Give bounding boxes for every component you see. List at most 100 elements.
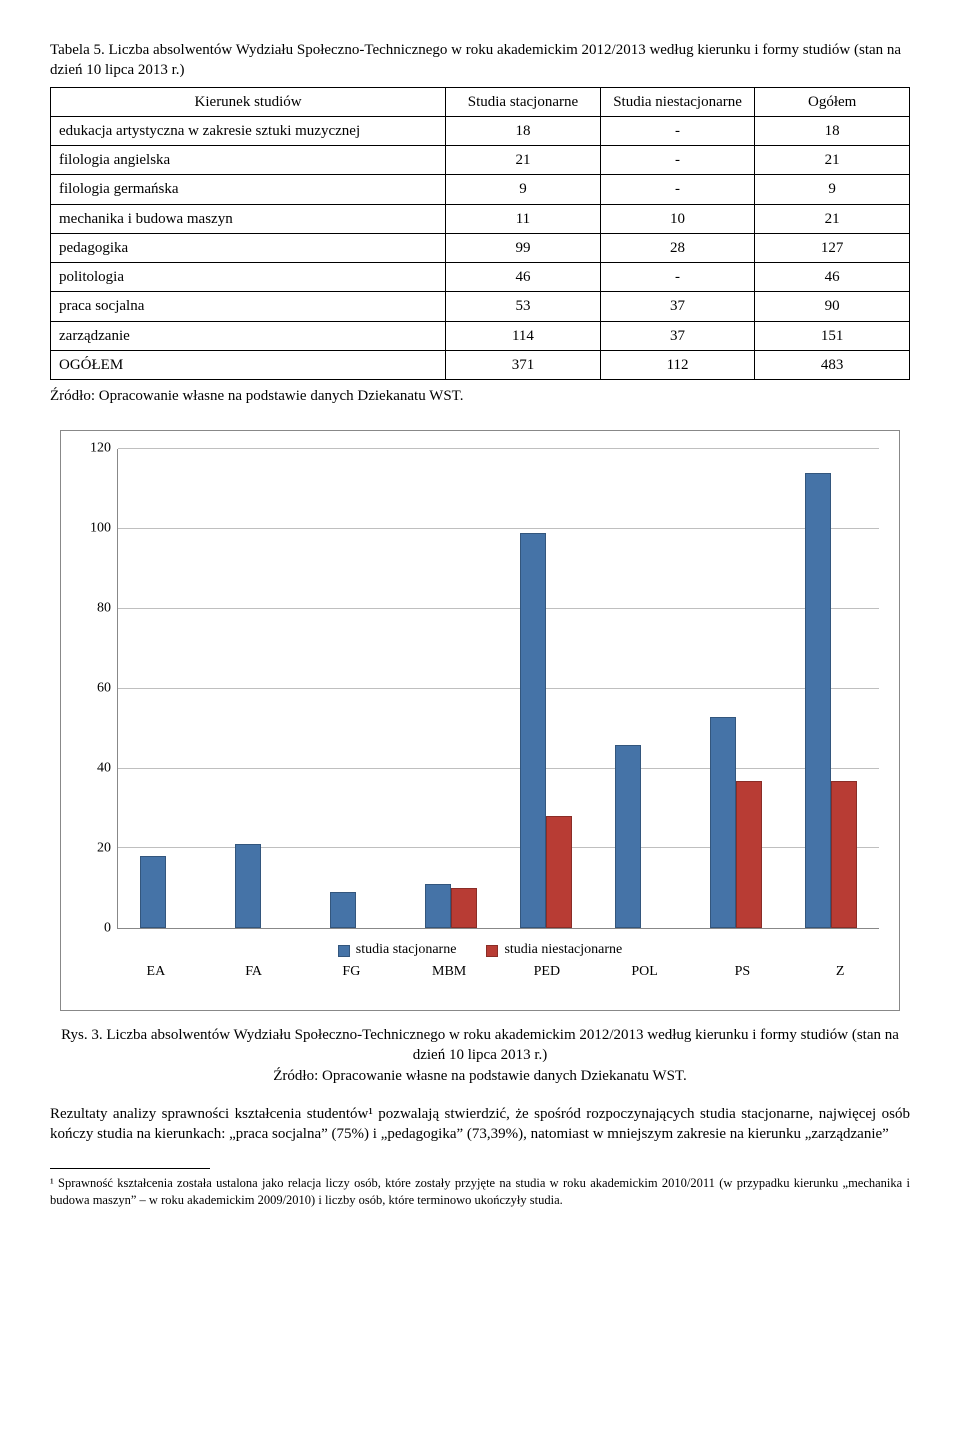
th-stacjonarne: Studia stacjonarne xyxy=(446,87,601,116)
cell-stac: 18 xyxy=(446,116,601,145)
chart-bar xyxy=(546,816,572,928)
chart-ytick: 120 xyxy=(77,440,111,459)
cell-label: edukacja artystyczna w zakresie sztuki m… xyxy=(51,116,446,145)
chart-ytick: 20 xyxy=(77,840,111,859)
body-paragraph: Rezultaty analizy sprawności kształcenia… xyxy=(50,1104,910,1145)
chart-xlabel: Z xyxy=(791,963,889,982)
cell-stac: 9 xyxy=(446,175,601,204)
cell-label: praca socjalna xyxy=(51,292,446,321)
cell-niestac: - xyxy=(600,146,755,175)
cell-niestac: 28 xyxy=(600,233,755,262)
table-row: politologia46-46 xyxy=(51,263,910,292)
th-kierunek: Kierunek studiów xyxy=(51,87,446,116)
chart-bar xyxy=(615,745,641,929)
chart-bar xyxy=(736,781,762,929)
cell-ogolem: 21 xyxy=(755,146,910,175)
cell-label: filologia germańska xyxy=(51,175,446,204)
chart-ytick: 100 xyxy=(77,520,111,539)
table-row: zarządzanie11437151 xyxy=(51,321,910,350)
chart-category xyxy=(499,449,594,928)
cell-label: mechanika i budowa maszyn xyxy=(51,204,446,233)
cell-label: filologia angielska xyxy=(51,146,446,175)
chart-bar xyxy=(451,888,477,928)
cell-stac: 46 xyxy=(446,263,601,292)
table-total-row: OGÓŁEM 371 112 483 xyxy=(51,350,910,379)
table-row: pedagogika9928127 xyxy=(51,233,910,262)
cell-ogolem: 127 xyxy=(755,233,910,262)
legend-item-stacjonarne: studia stacjonarne xyxy=(338,941,457,960)
cell-ogolem: 151 xyxy=(755,321,910,350)
cell-niestac: 37 xyxy=(600,292,755,321)
cell-ogolem: 9 xyxy=(755,175,910,204)
cell-stac: 21 xyxy=(446,146,601,175)
chart-bar xyxy=(710,717,736,929)
chart-bar xyxy=(140,856,166,928)
cell-label: zarządzanie xyxy=(51,321,446,350)
chart-legend: studia stacjonarne studia niestacjonarne xyxy=(71,941,889,960)
chart-category xyxy=(403,449,498,928)
chart-xlabel: FA xyxy=(205,963,303,982)
table-row: edukacja artystyczna w zakresie sztuki m… xyxy=(51,116,910,145)
table-row: filologia angielska21-21 xyxy=(51,146,910,175)
legend-item-niestacjonarne: studia niestacjonarne xyxy=(486,941,622,960)
table-body: edukacja artystyczna w zakresie sztuki m… xyxy=(51,116,910,350)
cell-niestac: - xyxy=(600,116,755,145)
total-stac: 371 xyxy=(446,350,601,379)
chart-ytick: 60 xyxy=(77,680,111,699)
table-row: praca socjalna533790 xyxy=(51,292,910,321)
chart-category xyxy=(594,449,689,928)
footnote-separator xyxy=(50,1168,210,1169)
chart-ytick: 80 xyxy=(77,600,111,619)
legend-label-stacjonarne: studia stacjonarne xyxy=(356,941,457,960)
total-ogolem: 483 xyxy=(755,350,910,379)
chart-category xyxy=(689,449,784,928)
chart-xlabel: PED xyxy=(498,963,596,982)
chart-category xyxy=(213,449,308,928)
cell-ogolem: 21 xyxy=(755,204,910,233)
chart-bar xyxy=(330,892,356,928)
chart-xlabel: MBM xyxy=(400,963,498,982)
cell-niestac: 10 xyxy=(600,204,755,233)
chart-xlabel: FG xyxy=(303,963,401,982)
chart-bar xyxy=(831,781,857,929)
legend-label-niestacjonarne: studia niestacjonarne xyxy=(504,941,622,960)
cell-label: politologia xyxy=(51,263,446,292)
chart-category xyxy=(308,449,403,928)
th-ogolem: Ogółem xyxy=(755,87,910,116)
total-niestac: 112 xyxy=(600,350,755,379)
cell-niestac: - xyxy=(600,175,755,204)
cell-niestac: 37 xyxy=(600,321,755,350)
table-row: mechanika i budowa maszyn111021 xyxy=(51,204,910,233)
chart-bars xyxy=(118,449,879,928)
chart-bar xyxy=(520,533,546,928)
cell-stac: 99 xyxy=(446,233,601,262)
legend-swatch-niestacjonarne xyxy=(486,945,498,957)
chart-ytick: 40 xyxy=(77,760,111,779)
cell-label: pedagogika xyxy=(51,233,446,262)
table-caption: Tabela 5. Liczba absolwentów Wydziału Sp… xyxy=(50,40,910,81)
chart-bar xyxy=(805,473,831,928)
table-row: filologia germańska9-9 xyxy=(51,175,910,204)
chart-ytick: 0 xyxy=(77,920,111,939)
chart-xlabel: POL xyxy=(596,963,694,982)
cell-stac: 114 xyxy=(446,321,601,350)
bar-chart: 020406080100120 EAFAFGMBMPEDPOLPSZ studi… xyxy=(60,430,900,1011)
figure-source: Źródło: Opracowanie własne na podstawie … xyxy=(50,1066,910,1086)
cell-ogolem: 46 xyxy=(755,263,910,292)
figure-caption: Rys. 3. Liczba absolwentów Wydziału Społ… xyxy=(50,1025,910,1066)
th-niestacjonarne: Studia niestacjonarne xyxy=(600,87,755,116)
data-table: Kierunek studiów Studia stacjonarne Stud… xyxy=(50,87,910,381)
chart-bar xyxy=(235,844,261,928)
cell-stac: 53 xyxy=(446,292,601,321)
legend-swatch-stacjonarne xyxy=(338,945,350,957)
chart-category xyxy=(784,449,879,928)
table-source: Źródło: Opracowanie własne na podstawie … xyxy=(50,386,910,406)
cell-niestac: - xyxy=(600,263,755,292)
chart-xlabel: EA xyxy=(107,963,205,982)
chart-bar xyxy=(425,884,451,928)
footnote: ¹ Sprawność kształcenia została ustalona… xyxy=(50,1175,910,1208)
cell-ogolem: 18 xyxy=(755,116,910,145)
cell-stac: 11 xyxy=(446,204,601,233)
chart-category xyxy=(118,449,213,928)
cell-ogolem: 90 xyxy=(755,292,910,321)
